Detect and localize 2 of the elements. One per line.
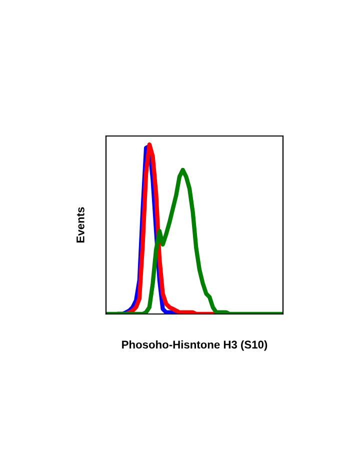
y-axis-title: Events <box>76 207 84 242</box>
x-axis-title: Phosoho-Hisntone H3 (S10) <box>122 340 268 351</box>
